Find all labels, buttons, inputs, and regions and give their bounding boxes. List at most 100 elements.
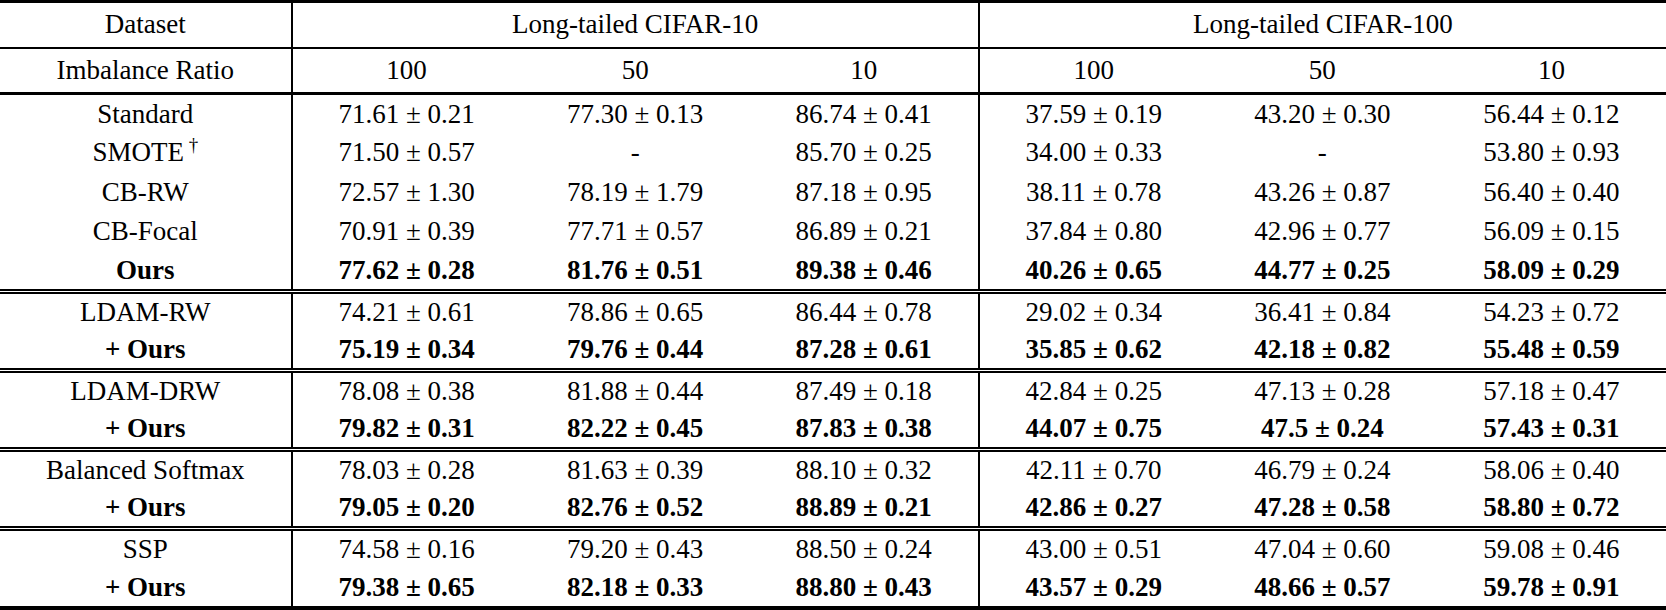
value-cell: 29.02 ± 0.34: [979, 291, 1208, 331]
method-cell: + Ours: [0, 331, 292, 371]
value-cell: 58.06 ± 0.40: [1437, 450, 1666, 490]
value-cell: 89.38 ± 0.46: [750, 252, 979, 292]
value-cell: 34.00 ± 0.33: [979, 133, 1208, 173]
value-cell: -: [1208, 133, 1437, 173]
ratio-header: 100: [292, 48, 521, 94]
value-cell: 42.11 ± 0.70: [979, 450, 1208, 490]
value-cell: 43.57 ± 0.29: [979, 568, 1208, 608]
value-cell: 59.08 ± 0.46: [1437, 529, 1666, 569]
value-cell: 40.26 ± 0.65: [979, 252, 1208, 292]
table-row: SMOTE †71.50 ± 0.57-85.70 ± 0.2534.00 ± …: [0, 133, 1666, 173]
value-cell: 82.18 ± 0.33: [521, 568, 750, 608]
value-cell: 77.62 ± 0.28: [292, 252, 521, 292]
value-cell: 42.18 ± 0.82: [1208, 331, 1437, 371]
method-cell: Ours: [0, 252, 292, 292]
method-cell: + Ours: [0, 410, 292, 450]
value-cell: 88.10 ± 0.32: [750, 450, 979, 490]
method-cell: CB-RW: [0, 173, 292, 213]
value-cell: 87.83 ± 0.38: [750, 410, 979, 450]
value-cell: 37.84 ± 0.80: [979, 212, 1208, 252]
value-cell: 37.59 ± 0.19: [979, 94, 1208, 134]
table-row: Balanced Softmax78.03 ± 0.2881.63 ± 0.39…: [0, 450, 1666, 490]
value-cell: 79.05 ± 0.20: [292, 489, 521, 529]
ratio-header: 10: [750, 48, 979, 94]
method-cell: LDAM-DRW: [0, 370, 292, 410]
value-cell: 44.77 ± 0.25: [1208, 252, 1437, 292]
value-cell: 75.19 ± 0.34: [292, 331, 521, 371]
value-cell: 86.44 ± 0.78: [750, 291, 979, 331]
value-cell: 59.78 ± 0.91: [1437, 568, 1666, 608]
ratio-header: 10: [1437, 48, 1666, 94]
table-row: CB-RW72.57 ± 1.3078.19 ± 1.7987.18 ± 0.9…: [0, 173, 1666, 213]
value-cell: 35.85 ± 0.62: [979, 331, 1208, 371]
dagger-symbol: †: [184, 134, 198, 155]
value-cell: 88.89 ± 0.21: [750, 489, 979, 529]
value-cell: 79.82 ± 0.31: [292, 410, 521, 450]
value-cell: 85.70 ± 0.25: [750, 133, 979, 173]
value-cell: 87.49 ± 0.18: [750, 370, 979, 410]
value-cell: 82.76 ± 0.52: [521, 489, 750, 529]
value-cell: 44.07 ± 0.75: [979, 410, 1208, 450]
value-cell: 74.58 ± 0.16: [292, 529, 521, 569]
value-cell: 43.00 ± 0.51: [979, 529, 1208, 569]
value-cell: 56.44 ± 0.12: [1437, 94, 1666, 134]
value-cell: 38.11 ± 0.78: [979, 173, 1208, 213]
value-cell: 88.80 ± 0.43: [750, 568, 979, 608]
value-cell: 77.30 ± 0.13: [521, 94, 750, 134]
value-cell: 70.91 ± 0.39: [292, 212, 521, 252]
table-header: Dataset Long-tailed CIFAR-10 Long-tailed…: [0, 2, 1666, 94]
value-cell: 78.03 ± 0.28: [292, 450, 521, 490]
value-cell: 43.20 ± 0.30: [1208, 94, 1437, 134]
value-cell: 47.28 ± 0.58: [1208, 489, 1437, 529]
dataset-header-row: Dataset Long-tailed CIFAR-10 Long-tailed…: [0, 2, 1666, 48]
value-cell: 81.63 ± 0.39: [521, 450, 750, 490]
ratio-header: 50: [521, 48, 750, 94]
value-cell: 58.09 ± 0.29: [1437, 252, 1666, 292]
value-cell: 36.41 ± 0.84: [1208, 291, 1437, 331]
method-cell: + Ours: [0, 489, 292, 529]
value-cell: 42.86 ± 0.27: [979, 489, 1208, 529]
value-cell: 82.22 ± 0.45: [521, 410, 750, 450]
method-cell: CB-Focal: [0, 212, 292, 252]
value-cell: -: [521, 133, 750, 173]
value-cell: 86.89 ± 0.21: [750, 212, 979, 252]
value-cell: 53.80 ± 0.93: [1437, 133, 1666, 173]
table-body: Standard71.61 ± 0.2177.30 ± 0.1386.74 ± …: [0, 94, 1666, 609]
value-cell: 47.13 ± 0.28: [1208, 370, 1437, 410]
table-row: + Ours79.82 ± 0.3182.22 ± 0.4587.83 ± 0.…: [0, 410, 1666, 450]
value-cell: 42.84 ± 0.25: [979, 370, 1208, 410]
table-row: + Ours75.19 ± 0.3479.76 ± 0.4487.28 ± 0.…: [0, 331, 1666, 371]
value-cell: 78.08 ± 0.38: [292, 370, 521, 410]
value-cell: 43.26 ± 0.87: [1208, 173, 1437, 213]
value-cell: 48.66 ± 0.57: [1208, 568, 1437, 608]
imbalance-ratio-row: Imbalance Ratio 100 50 10 100 50 10: [0, 48, 1666, 94]
value-cell: 42.96 ± 0.77: [1208, 212, 1437, 252]
method-cell: Standard: [0, 94, 292, 134]
value-cell: 77.71 ± 0.57: [521, 212, 750, 252]
table-row: Ours77.62 ± 0.2881.76 ± 0.5189.38 ± 0.46…: [0, 252, 1666, 292]
method-cell: SSP: [0, 529, 292, 569]
value-cell: 86.74 ± 0.41: [750, 94, 979, 134]
value-cell: 57.43 ± 0.31: [1437, 410, 1666, 450]
value-cell: 88.50 ± 0.24: [750, 529, 979, 569]
table-row: LDAM-DRW78.08 ± 0.3881.88 ± 0.4487.49 ± …: [0, 370, 1666, 410]
table-row: + Ours79.38 ± 0.6582.18 ± 0.3388.80 ± 0.…: [0, 568, 1666, 608]
dataset-name-cifar10: Long-tailed CIFAR-10: [292, 2, 979, 48]
ratio-header: 50: [1208, 48, 1437, 94]
value-cell: 71.61 ± 0.21: [292, 94, 521, 134]
dataset-label: Dataset: [0, 2, 292, 48]
value-cell: 54.23 ± 0.72: [1437, 291, 1666, 331]
table-row: LDAM-RW74.21 ± 0.6178.86 ± 0.6586.44 ± 0…: [0, 291, 1666, 331]
results-table: Dataset Long-tailed CIFAR-10 Long-tailed…: [0, 0, 1666, 610]
value-cell: 47.04 ± 0.60: [1208, 529, 1437, 569]
table-row: + Ours79.05 ± 0.2082.76 ± 0.5288.89 ± 0.…: [0, 489, 1666, 529]
value-cell: 81.76 ± 0.51: [521, 252, 750, 292]
value-cell: 58.80 ± 0.72: [1437, 489, 1666, 529]
value-cell: 71.50 ± 0.57: [292, 133, 521, 173]
value-cell: 81.88 ± 0.44: [521, 370, 750, 410]
method-cell: LDAM-RW: [0, 291, 292, 331]
value-cell: 79.38 ± 0.65: [292, 568, 521, 608]
value-cell: 74.21 ± 0.61: [292, 291, 521, 331]
value-cell: 87.18 ± 0.95: [750, 173, 979, 213]
value-cell: 57.18 ± 0.47: [1437, 370, 1666, 410]
